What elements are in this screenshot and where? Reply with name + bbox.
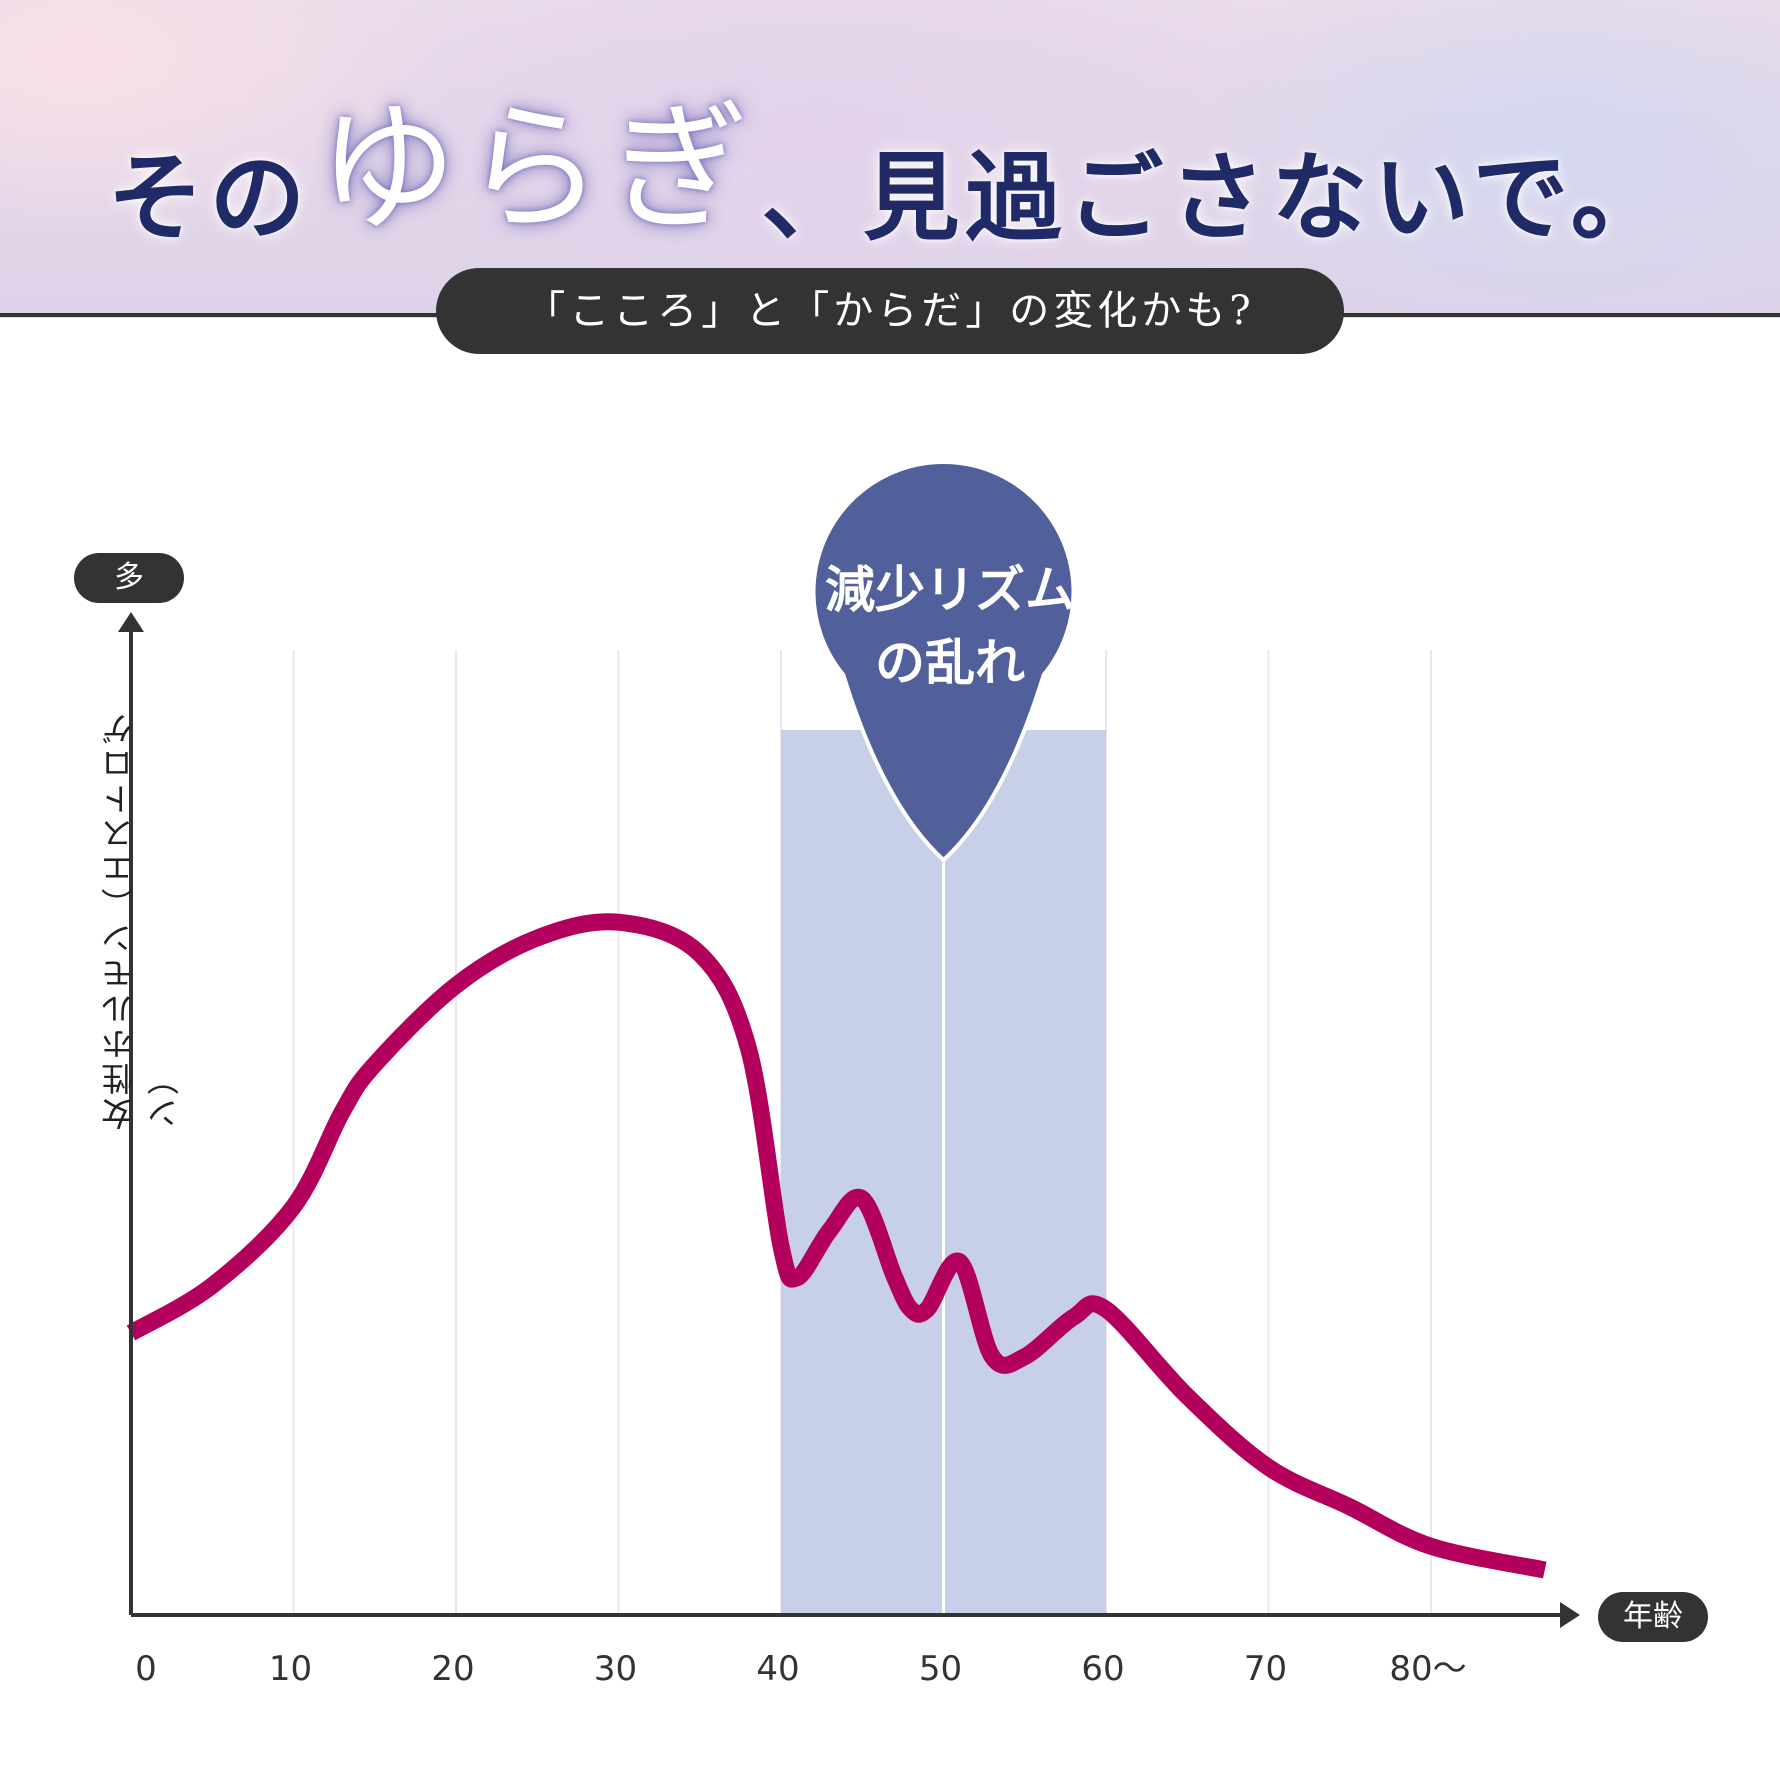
- x-tick-labels: 0 10 20 30 40 50 60 70 80〜: [135, 1649, 1466, 1689]
- x-axis-arrow: [1560, 1602, 1580, 1628]
- header-banner: [0, 0, 1780, 318]
- x-tick-label-60: 60: [1081, 1649, 1124, 1689]
- highlight-badge: [811, 459, 1076, 863]
- highlight-label-line1: 減少リズム: [825, 561, 1075, 619]
- headline-pre: その: [107, 141, 312, 254]
- x-tick-label-40: 40: [756, 1649, 799, 1689]
- x-tick-label-20: 20: [431, 1649, 474, 1689]
- highlight-label-line2: の乱れ: [875, 634, 1025, 692]
- x-tick-label-30: 30: [594, 1649, 637, 1689]
- y-axis-top-label: 多: [74, 553, 184, 603]
- x-tick-label-70: 70: [1244, 1649, 1287, 1689]
- y-axis-arrow: [118, 612, 144, 632]
- x-axis-label: 年齢: [1598, 1592, 1708, 1642]
- headline-emphasis: ゆらぎ: [317, 88, 756, 251]
- x-tick-label-50: 50: [919, 1649, 962, 1689]
- x-tick-label-0: 0: [135, 1649, 157, 1689]
- estrogen-line: [126, 913, 1547, 1579]
- x-tick-label-10: 10: [269, 1649, 312, 1689]
- headline-post: 、見過ごさないで。: [761, 141, 1673, 254]
- subtitle-pill: 「こころ」と「からだ」の変化かも?: [436, 268, 1344, 354]
- y-axis-title: 女性ホルモン（エストロゲン）: [100, 710, 184, 1130]
- headline: そのゆらぎ、見過ごさないで。: [0, 70, 1780, 272]
- x-tick-label-80: 80〜: [1389, 1649, 1466, 1689]
